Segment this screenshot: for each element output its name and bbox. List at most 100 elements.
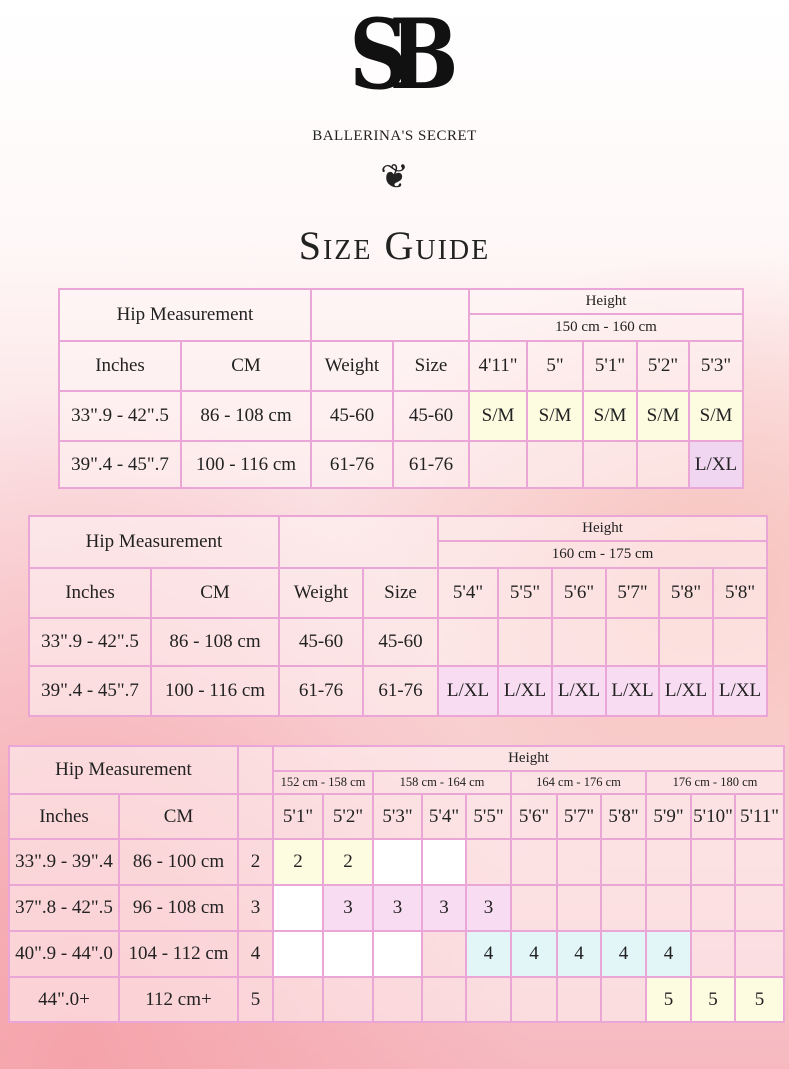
table-cell: 39".4 - 45".7 <box>28 665 152 717</box>
height-column-header: 5'7" <box>556 793 602 840</box>
size-cell <box>421 976 467 1023</box>
size-cell <box>526 440 584 489</box>
table-cell: 86 - 100 cm <box>118 838 239 886</box>
table-cell: 2 <box>237 838 274 886</box>
column-header: CM <box>180 340 312 392</box>
size-cell <box>510 884 558 932</box>
height-column-header: 5'5" <box>497 567 553 619</box>
size-cell <box>733 838 786 886</box>
table-cell: 96 - 108 cm <box>118 884 239 932</box>
table-row: 33".9 - 42".5 86 - 108 cm 45-60 45-60 <box>28 617 769 667</box>
height-column-header: 5'6" <box>510 793 558 840</box>
table-cell: 86 - 108 cm <box>150 617 280 667</box>
size-cell <box>421 838 467 886</box>
size-cell <box>372 930 423 978</box>
size-cell: L/XL <box>711 665 769 717</box>
table-row: 44".0+ 112 cm+ 5 5 5 5 <box>8 976 786 1023</box>
height-column-header: 5'8" <box>711 567 769 619</box>
table-row: 39".4 - 45".7 100 - 116 cm 61-76 61-76 L/XL <box>58 440 745 489</box>
hip-measurement-header: Hip Measurement <box>8 745 239 795</box>
brand-name: BALLERINA'S SECRET <box>312 128 477 144</box>
size-cell <box>272 884 324 932</box>
size-cell <box>690 884 736 932</box>
size-cell: S/M <box>526 390 584 442</box>
size-cell: 2 <box>322 838 374 886</box>
height-column-header: 5'2" <box>322 793 374 840</box>
table-cell: 40".9 - 44".0 <box>8 930 120 978</box>
size-cell <box>600 884 647 932</box>
table-cell: 39".4 - 45".7 <box>58 440 182 489</box>
size-cell <box>468 440 528 489</box>
height-header: Height <box>436 515 769 542</box>
size-cell: 2 <box>272 838 324 886</box>
size-cell: L/XL <box>605 665 660 717</box>
size-cell: S/M <box>636 390 690 442</box>
size-cell: 3 <box>322 884 374 932</box>
column-header: Weight <box>310 340 394 392</box>
table-cell: 33".9 - 42".5 <box>58 390 182 442</box>
size-cell: 5 <box>733 976 786 1023</box>
size-cell <box>272 976 324 1023</box>
size-cell <box>465 976 512 1023</box>
table-cell: 100 - 116 cm <box>180 440 312 489</box>
size-cell <box>372 976 423 1023</box>
size-cell <box>510 838 558 886</box>
table-cell: 45-60 <box>278 617 364 667</box>
height-range-header: 164 cm - 176 cm <box>510 770 647 795</box>
height-range-header: 160 cm - 175 cm <box>436 540 769 569</box>
table-cell: 44".0+ <box>8 976 120 1023</box>
size-cell <box>437 617 499 667</box>
table-cell: 3 <box>237 884 274 932</box>
table-cell: 45-60 <box>392 390 470 442</box>
size-cell <box>372 838 423 886</box>
column-header: Size <box>392 340 470 392</box>
ornament-icon: ❦ <box>380 157 409 197</box>
size-cell <box>690 838 736 886</box>
size-cell: L/XL <box>658 665 714 717</box>
size-cell <box>690 930 736 978</box>
size-cell <box>600 838 647 886</box>
hip-measurement-header: Hip Measurement <box>28 515 280 569</box>
size-cell: L/XL <box>437 665 499 717</box>
size-cell: 5 <box>645 976 692 1023</box>
size-cell <box>645 884 692 932</box>
size-cell: S/M <box>468 390 528 442</box>
height-range-header: 176 cm - 180 cm <box>644 770 786 795</box>
height-column-header: 5'4" <box>421 793 467 840</box>
table-cell: 112 cm+ <box>118 976 239 1023</box>
size-cell <box>272 930 324 978</box>
height-column-header: 5'1" <box>582 340 638 392</box>
table-cell: 45-60 <box>310 390 394 442</box>
table-row: 33".9 - 39".4 86 - 100 cm 2 2 2 <box>8 838 786 886</box>
blank-header <box>278 515 439 569</box>
table-cell: 86 - 108 cm <box>180 390 312 442</box>
blank-header <box>310 288 470 342</box>
size-cell <box>582 440 638 489</box>
size-cell: 4 <box>556 930 602 978</box>
size-table-2: Hip Measurement Height 160 cm - 175 cm Inch… <box>28 515 769 717</box>
table-row: 39".4 - 45".7 100 - 116 cm 61-76 61-76 L/XL L… <box>28 665 769 717</box>
size-cell: S/M <box>687 390 745 442</box>
column-header: Size <box>362 567 439 619</box>
size-cell <box>645 838 692 886</box>
size-table-1: Hip Measurement Height 150 cm - 160 cm Inch… <box>58 288 745 489</box>
size-cell: L/XL <box>497 665 553 717</box>
height-column-header: 5'2" <box>636 340 690 392</box>
size-cell <box>600 976 647 1023</box>
height-column-header: 5'11" <box>733 793 786 840</box>
height-header: Height <box>271 745 786 772</box>
column-header: Weight <box>278 567 364 619</box>
size-cell <box>636 440 690 489</box>
size-cell: L/XL <box>551 665 607 717</box>
blank-header <box>237 745 274 795</box>
height-header: Height <box>467 288 745 315</box>
hip-measurement-header: Hip Measurement <box>58 288 312 342</box>
height-column-header: 5'3" <box>687 340 745 392</box>
table-cell: 61-76 <box>310 440 394 489</box>
height-column-header: 5'3" <box>372 793 423 840</box>
height-range-header: 150 cm - 160 cm <box>467 313 745 342</box>
size-cell: 5 <box>690 976 736 1023</box>
size-cell <box>421 930 467 978</box>
table-cell: 61-76 <box>392 440 470 489</box>
size-cell: S/M <box>582 390 638 442</box>
